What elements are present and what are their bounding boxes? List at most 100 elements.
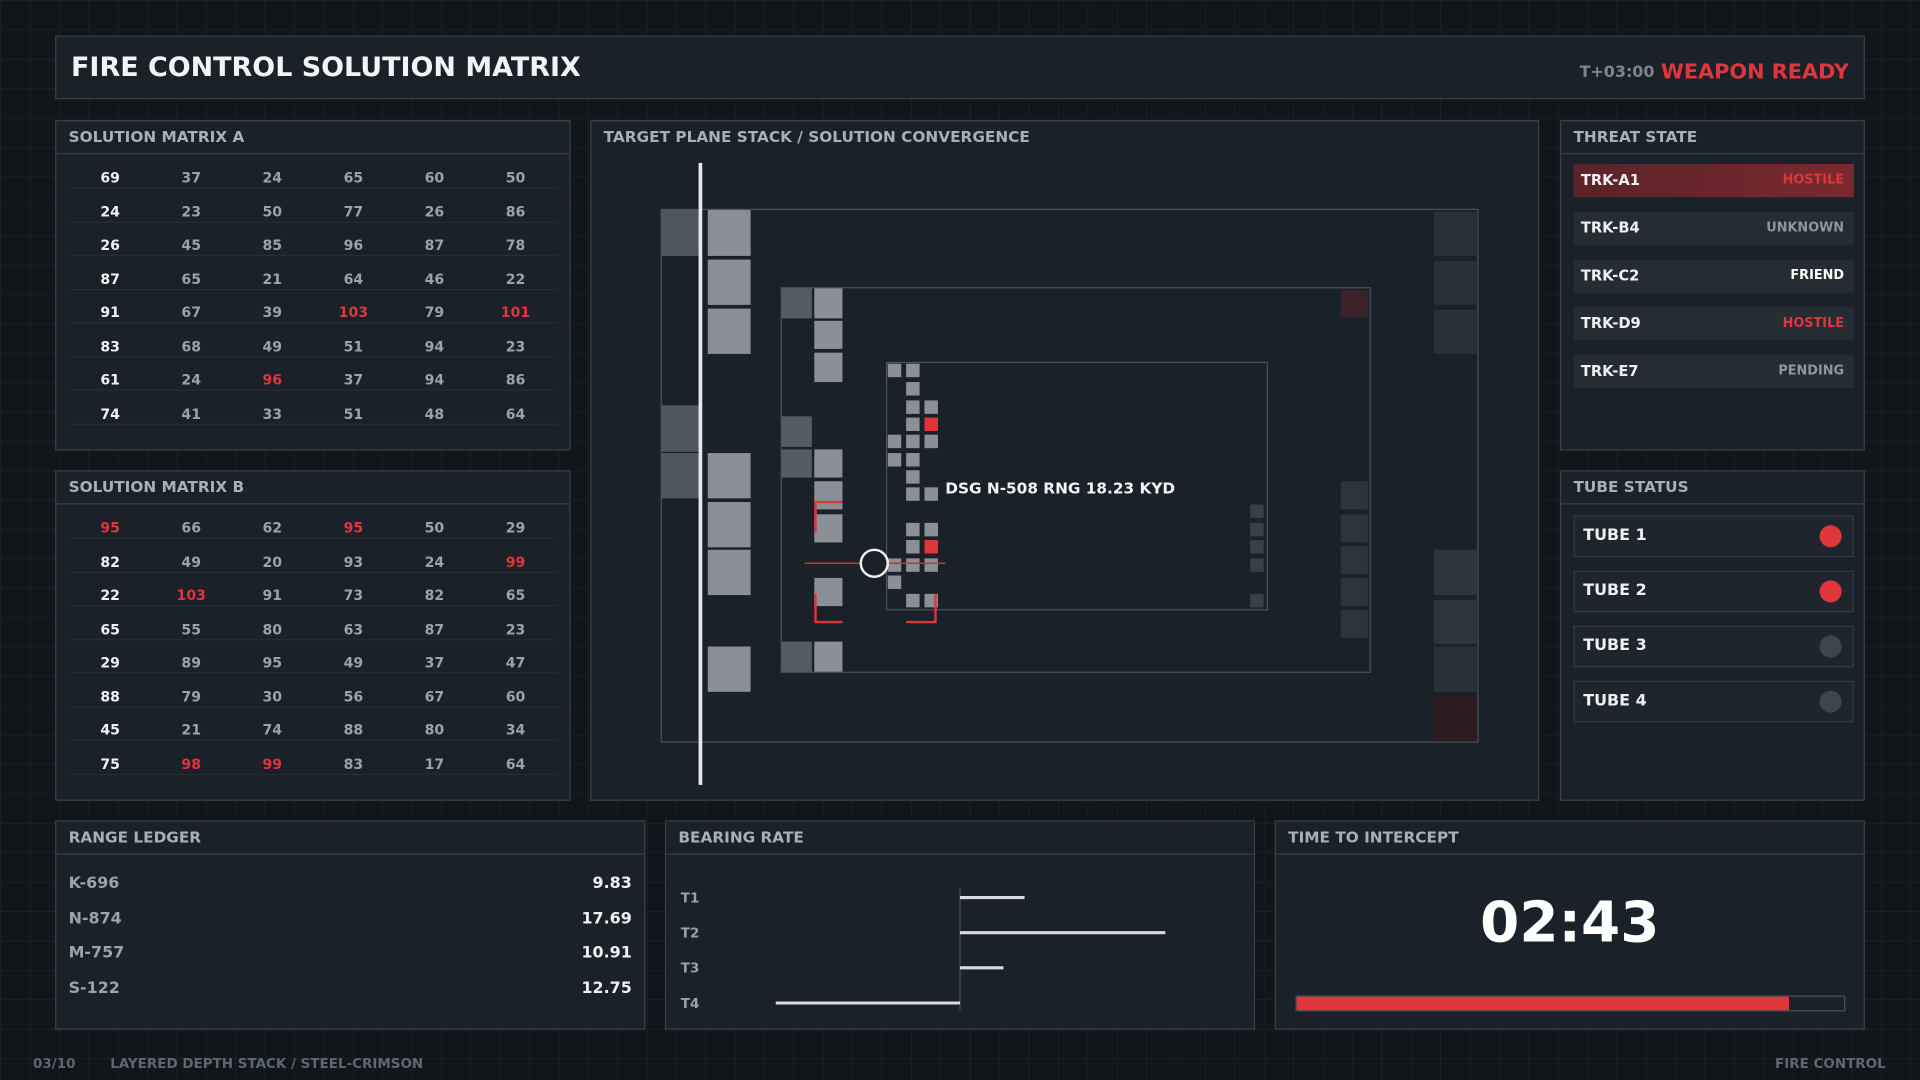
- matrix-cell: 21: [262, 270, 283, 288]
- depth-block: [887, 363, 902, 378]
- depth-block: [887, 453, 902, 467]
- track-row: TRK-A1 HOSTILE: [1573, 164, 1854, 198]
- depth-block: [906, 540, 920, 554]
- matrix-cell: 33: [262, 404, 283, 422]
- matrix-cell: 86: [505, 202, 526, 220]
- depth-block: [781, 416, 812, 447]
- matrix-cell: 86: [505, 371, 526, 389]
- depth-block: [707, 209, 751, 256]
- depth-block: [906, 522, 920, 537]
- matrix-cell: 99: [505, 552, 526, 571]
- matrix-cell: 23: [181, 202, 202, 220]
- matrix-cell: 47: [505, 653, 526, 672]
- matrix-cell: 75: [100, 754, 121, 773]
- matrix-cell: 99: [262, 754, 283, 773]
- matrix-cell: 49: [181, 552, 202, 571]
- matrix-cell: 56: [343, 687, 364, 705]
- matrix-cell: 88: [100, 687, 121, 705]
- depth-block: [906, 434, 920, 449]
- tube-indicator: [1819, 525, 1842, 548]
- depth-block: [814, 481, 843, 510]
- tube-row: TUBE 1: [1573, 515, 1854, 558]
- matrix-cell: 66: [181, 519, 202, 537]
- track-id: TRK-B4: [1580, 219, 1640, 237]
- tube-name: TUBE 2: [1583, 581, 1647, 601]
- matrix-cell: 49: [262, 337, 283, 355]
- depth-block: [887, 575, 902, 589]
- matrix-cell: 64: [505, 404, 526, 422]
- matrix-cell: 63: [343, 620, 364, 638]
- range-id: S-122: [68, 979, 120, 999]
- depth-block: [1250, 504, 1264, 518]
- depth-block: [814, 287, 843, 319]
- matrix-cell: 50: [262, 202, 283, 220]
- panel-title: SOLUTION MATRIX B: [56, 471, 570, 505]
- row-line: [68, 773, 558, 775]
- tube-row: TUBE 4: [1573, 680, 1854, 723]
- depth-block: [1340, 609, 1368, 638]
- depth-block: [814, 352, 843, 383]
- panel-title: TIME TO INTERCEPT: [1275, 822, 1864, 855]
- target-plane: DSG N-508 RNG 18.23 KYD: [660, 162, 1479, 785]
- matrix-cell: 88: [343, 721, 364, 739]
- matrix-cell: 39: [262, 303, 283, 321]
- row-line: [68, 571, 558, 573]
- countdown: 02:43: [1480, 888, 1660, 956]
- depth-block: [1250, 540, 1264, 554]
- footer-page: 03/10: [33, 1055, 76, 1072]
- row-line: [68, 604, 558, 607]
- track-row: TRK-E7 PENDING: [1573, 355, 1854, 389]
- matrix-cell: 101: [500, 303, 531, 321]
- panel-title: SOLUTION MATRIX A: [56, 121, 570, 155]
- depth-block: [1250, 593, 1264, 608]
- range-value: 9.83: [592, 874, 632, 893]
- header-bar: FIRE CONTROL SOLUTION MATRIX T+03:00 WEA…: [55, 35, 1865, 100]
- matrix-cell: 50: [505, 168, 526, 187]
- depth-block: [906, 400, 920, 414]
- matrix-cell: 95: [343, 519, 364, 537]
- threat-panel: THREAT STATE TRK-A1 HOSTILE TRK-B4 UNKNOWN TR…: [1560, 120, 1865, 451]
- matrix-cell: 41: [181, 404, 202, 422]
- matrix-cell: 37: [343, 371, 364, 389]
- matrix-cell: 82: [100, 552, 121, 571]
- matrix-cell: 22: [100, 586, 121, 604]
- row-line: [68, 638, 558, 640]
- matrix-cell: 24: [181, 371, 202, 389]
- matrix-cell: 62: [262, 519, 283, 537]
- depth-block: [707, 549, 751, 596]
- matrix-cell: 60: [424, 168, 445, 187]
- matrix-cell: 85: [262, 236, 283, 254]
- depth-block: [906, 417, 920, 432]
- matrix-cell: 65: [100, 620, 121, 638]
- matrix-cell: 94: [424, 337, 445, 355]
- matrix-cell: 45: [100, 721, 121, 739]
- panel-title: THREAT STATE: [1561, 121, 1864, 155]
- matrix-cell: 67: [181, 303, 202, 321]
- matrix-cell: 87: [424, 236, 445, 254]
- matrix-cell: 96: [343, 236, 364, 254]
- tube-name: TUBE 1: [1583, 526, 1647, 545]
- depth-block: [906, 453, 920, 467]
- row-line: [68, 423, 558, 425]
- matrix-cell: 103: [338, 303, 369, 321]
- plane-frame: [780, 287, 1371, 673]
- tube-row: TUBE 2: [1573, 570, 1854, 613]
- depth-block: [661, 453, 702, 499]
- matrix-cell: 17: [424, 754, 445, 773]
- row-line: [68, 672, 558, 674]
- tube-name: TUBE 3: [1583, 636, 1647, 656]
- depth-block: [781, 449, 812, 478]
- progress-fill: [1296, 996, 1790, 1011]
- matrix-cell: 29: [100, 653, 121, 672]
- matrix-cell: 37: [181, 168, 202, 187]
- depth-block: [906, 487, 920, 501]
- depth-block: [924, 417, 938, 432]
- bearing-panel: BEARING RATE T1 T2 T3 T4: [664, 820, 1256, 1030]
- depth-block: [887, 434, 902, 449]
- depth-block: [814, 577, 843, 607]
- depth-block: [924, 434, 938, 449]
- panel-title: BEARING RATE: [666, 822, 1254, 855]
- matrix-cell: 79: [181, 687, 202, 705]
- matrix-cell: 78: [505, 236, 526, 254]
